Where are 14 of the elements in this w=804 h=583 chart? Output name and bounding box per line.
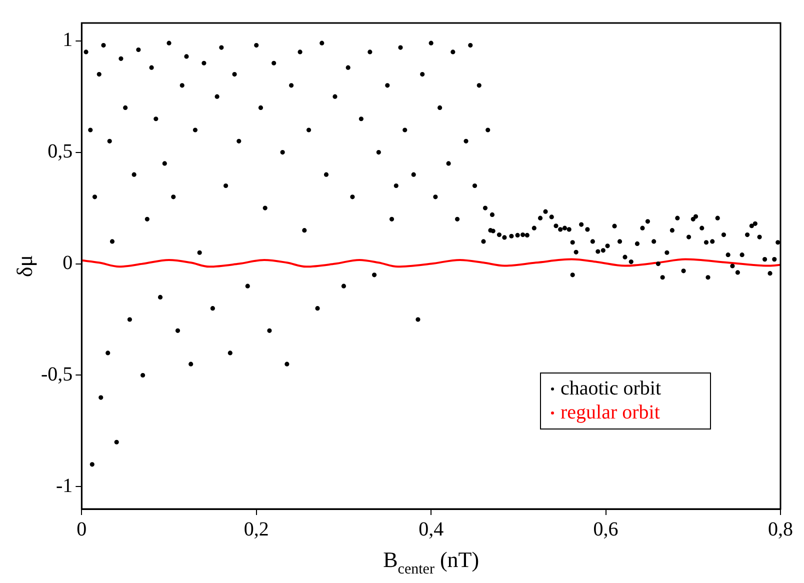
y-tick-label: -0,5 [40,363,73,386]
y-tick-label: 0 [62,252,73,274]
legend-label: chaotic orbit [560,377,662,400]
y-tick-label: -1 [56,474,73,497]
y-axis-title: δμ [12,254,37,278]
x-tick-label: 0,2 [244,518,269,540]
y-tick-label: 1 [62,29,73,52]
x-tick-label: 0,8 [768,518,793,540]
y-tick-label: 0,5 [48,140,73,163]
line-series [82,258,780,268]
x-tick-label: 0 [76,518,87,540]
x-tick-label: 0,6 [593,518,618,540]
legend-label: regular orbit [560,401,660,424]
x-tick-label: 0,4 [418,518,444,540]
